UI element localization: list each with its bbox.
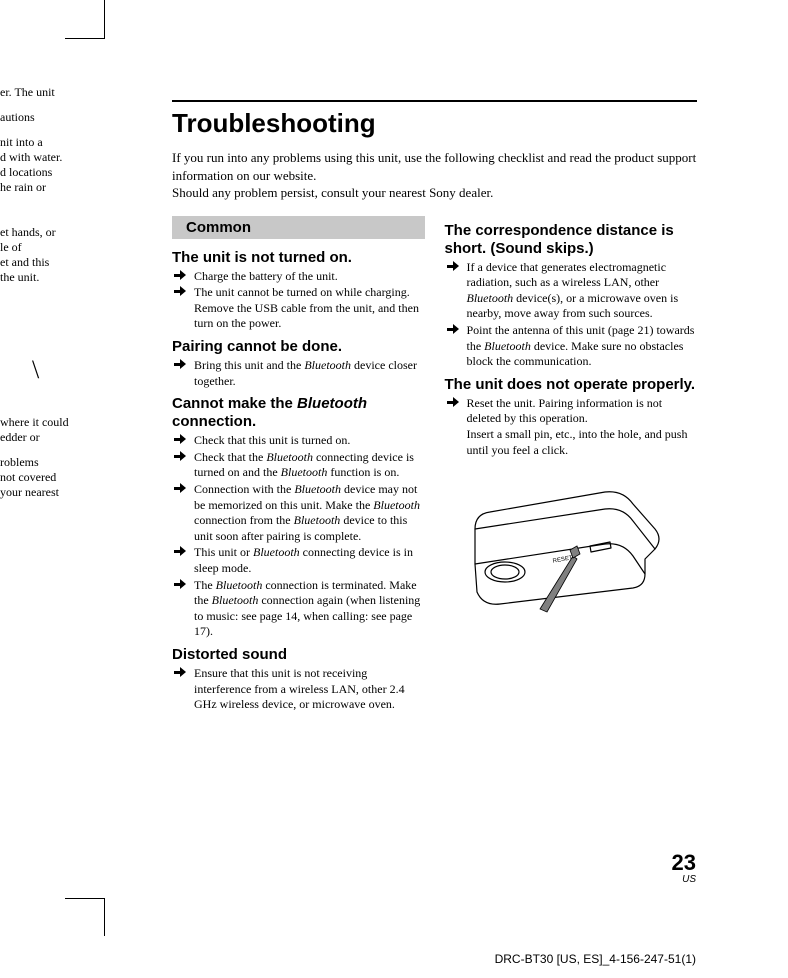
divider [172,100,697,102]
list: Reset the unit. Pairing information is n… [445,396,698,458]
previous-page-bleed: er. The unit autions nit into a d with w… [0,85,90,510]
bleed-text: er. The unit [0,85,90,100]
page-region: US [672,874,696,885]
list-item: Ensure that this unit is not receiving i… [172,666,425,713]
list-item: Bring this unit and the Bluetooth device… [172,358,425,389]
list-item: Connection with the Bluetooth device may… [172,482,425,544]
heading-bluetooth-connection: Cannot make the Bluetooth connection. [172,395,425,431]
heading-not-turned-on: The unit is not turned on. [172,249,425,267]
intro-text: If you run into any problems using this … [172,149,697,202]
decorative-slash: \ [32,355,39,385]
list: Check that this unit is turned on. Check… [172,433,425,640]
list: Charge the battery of the unit. The unit… [172,269,425,332]
list-item: Reset the unit. Pairing information is n… [445,396,698,458]
bleed-text: autions [0,110,90,125]
heading-not-operate: The unit does not operate properly. [445,376,698,394]
page-number-value: 23 [672,852,696,874]
bleed-text: roblems not covered your nearest [0,455,90,500]
list-item: Charge the battery of the unit. [172,269,425,285]
column-right: The correspondence distance is short. (S… [445,216,698,719]
list-item: If a device that generates electromagnet… [445,260,698,322]
list: Bring this unit and the Bluetooth device… [172,358,425,389]
heading-distance: The correspondence distance is short. (S… [445,222,698,258]
footer-text: DRC-BT30 [US, ES]_4-156-247-51(1) [495,952,696,966]
page-title: Troubleshooting [172,108,697,139]
bleed-text: et hands, or le of et and this the unit. [0,225,90,285]
heading-pairing: Pairing cannot be done. [172,338,425,356]
column-left: Common The unit is not turned on. Charge… [172,216,425,719]
list-item: The Bluetooth connection is terminated. … [172,578,425,640]
page-number: 23 US [672,852,696,885]
list-item: The unit cannot be turned on while charg… [172,285,425,332]
section-common: Common [172,216,425,239]
list-item: Check that the Bluetooth connecting devi… [172,450,425,481]
device-reset-illustration: RESET [445,474,675,614]
list: If a device that generates electromagnet… [445,260,698,370]
list: Ensure that this unit is not receiving i… [172,666,425,713]
heading-distorted: Distorted sound [172,646,425,664]
page-content: Troubleshooting If you run into any prob… [172,100,697,719]
list-item: Point the antenna of this unit (page 21)… [445,323,698,370]
bleed-text: where it could edder or [0,415,90,445]
list-item: Check that this unit is turned on. [172,433,425,449]
bleed-text: nit into a d with water. d locations he … [0,135,90,195]
list-item: This unit or Bluetooth connecting device… [172,545,425,576]
